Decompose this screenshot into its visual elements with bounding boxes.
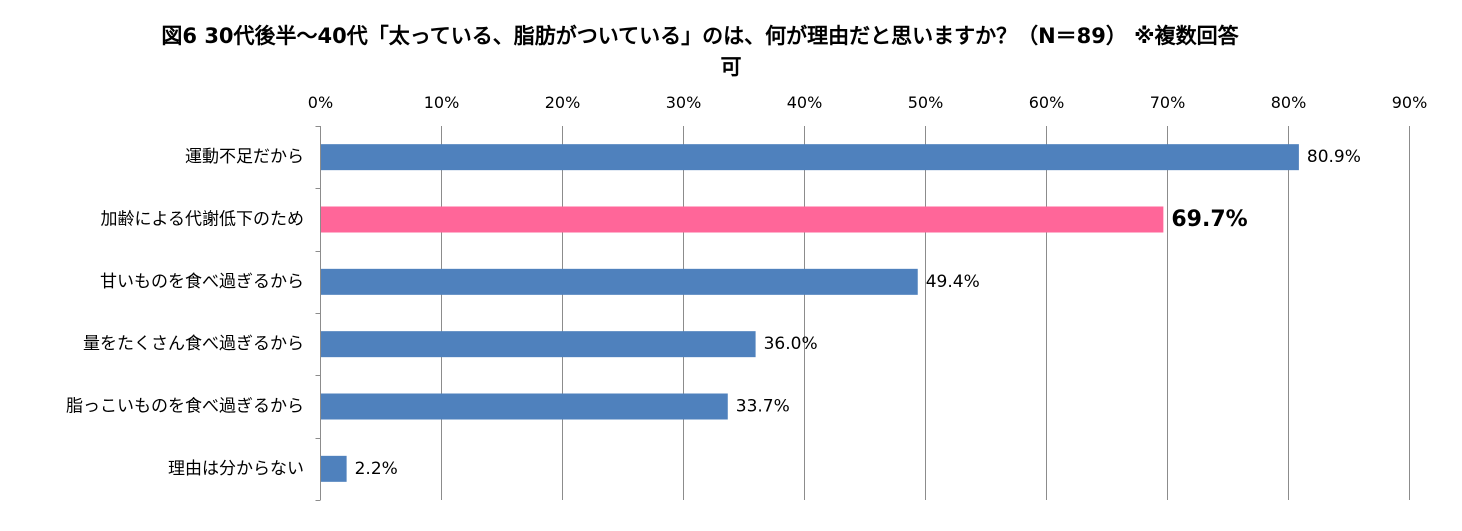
x-tick-label: 80% xyxy=(1271,93,1307,112)
category-label: 理由は分からない xyxy=(168,459,304,479)
data-label: 69.7% xyxy=(1171,207,1247,232)
x-tick-label: 50% xyxy=(908,93,944,112)
data-label: 49.4% xyxy=(926,272,980,292)
bars xyxy=(321,144,1299,482)
bar-highlighted xyxy=(321,206,1164,233)
gridlines xyxy=(441,126,1410,500)
x-tick-label: 60% xyxy=(1029,93,1065,112)
y-axis xyxy=(315,126,321,501)
category-label: 脂っこいものを食べ過ぎるから xyxy=(66,397,304,417)
bar xyxy=(321,331,756,358)
x-tick-label: 30% xyxy=(666,93,702,112)
data-label: 80.9% xyxy=(1307,147,1361,167)
data-label: 36.0% xyxy=(764,334,818,354)
category-label: 加齢による代謝低下のため xyxy=(101,210,305,230)
chart-title-line-2: 可 xyxy=(720,55,742,79)
data-label: 33.7% xyxy=(736,397,790,417)
x-tick-label: 40% xyxy=(787,93,823,112)
category-label: 運動不足だから xyxy=(185,147,304,167)
chart-title: 図6 30代後半～40代「太っている、脂肪がついている」のは、何が理由だと思いま… xyxy=(0,0,1462,81)
bar xyxy=(321,144,1299,171)
x-tick-label: 90% xyxy=(1392,93,1428,112)
data-label: 2.2% xyxy=(355,459,398,479)
category-label: 甘いものを食べ過ぎるから xyxy=(100,272,304,292)
bar xyxy=(321,455,347,482)
x-axis-tick-labels: 0% 10% 20% 30% 40% 50% 60% 70% 80% 90% xyxy=(308,93,1427,112)
chart-title-line-1: 図6 30代後半～40代「太っている、脂肪がついている」のは、何が理由だと思いま… xyxy=(161,24,1239,48)
x-tick-label: 0% xyxy=(308,93,333,112)
category-label: 量をたくさん食べ過ぎるから xyxy=(83,334,304,354)
x-tick-label: 20% xyxy=(545,93,581,112)
data-labels: 80.9% 69.7% 49.4% 36.0% 33.7% 2.2% xyxy=(355,147,1361,479)
bar xyxy=(321,393,728,420)
x-tick-label: 70% xyxy=(1150,93,1186,112)
bar xyxy=(321,268,918,295)
x-tick-label: 10% xyxy=(424,93,460,112)
category-labels: 運動不足だから加齢による代謝低下のため甘いものを食べ過ぎるから量をたくさん食べ過… xyxy=(66,147,304,479)
